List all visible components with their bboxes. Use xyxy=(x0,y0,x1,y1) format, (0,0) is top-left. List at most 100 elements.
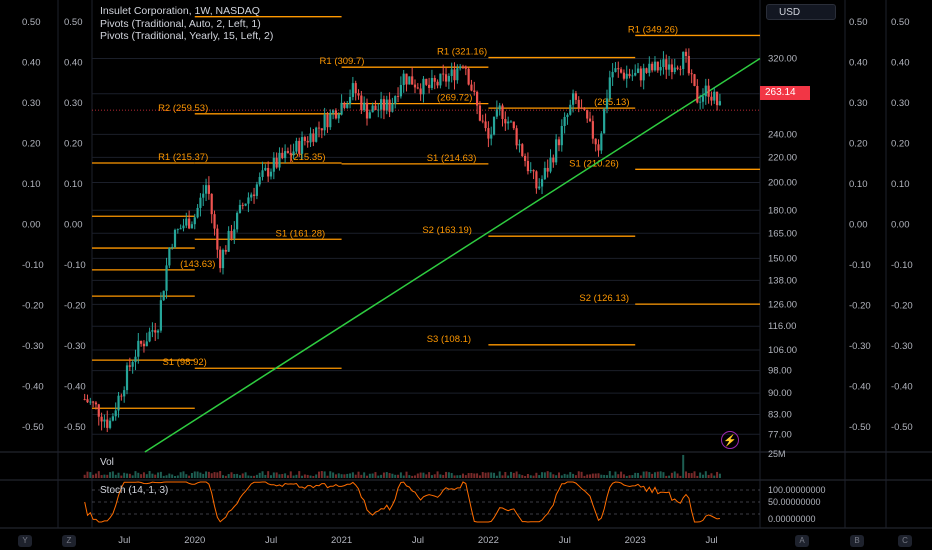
volume-bar xyxy=(261,471,264,478)
bottom-button-z[interactable]: Z xyxy=(62,535,76,547)
price-tick-label: 200.00 xyxy=(768,178,797,189)
right-scale-label: 0.50 xyxy=(849,17,868,28)
candle-body xyxy=(504,119,507,124)
volume-bar xyxy=(190,472,193,478)
volume-bar xyxy=(159,471,162,478)
candle-body xyxy=(476,91,479,106)
time-tick-label: Jul xyxy=(118,535,130,546)
candle-body xyxy=(492,116,496,135)
volume-bar xyxy=(151,473,154,478)
volume-bar xyxy=(233,474,236,478)
candle-body xyxy=(360,95,363,111)
left-scale-label: -0.20 xyxy=(22,301,44,312)
volume-bar xyxy=(718,473,721,478)
volume-bar xyxy=(512,472,515,478)
volume-bar xyxy=(521,475,524,478)
candle-body xyxy=(653,61,657,71)
candle-body xyxy=(236,212,239,230)
candle-body xyxy=(250,194,253,198)
indicator-pivots-yearly[interactable]: Pivots (Traditional, Yearly, 15, Left, 2… xyxy=(100,30,274,42)
candle-body xyxy=(111,416,114,421)
left-scale-label: -0.40 xyxy=(22,382,44,393)
right-scale-label: -0.20 xyxy=(891,301,913,312)
candle-body xyxy=(388,99,391,112)
candle-body xyxy=(634,72,637,76)
candle-body xyxy=(244,203,247,206)
volume-bar xyxy=(258,472,261,478)
candle-body xyxy=(659,67,662,71)
volume-bar xyxy=(298,471,301,478)
volume-bar xyxy=(611,475,614,478)
bottom-button-c[interactable]: C xyxy=(898,535,912,547)
volume-bar xyxy=(363,472,366,478)
candle-body xyxy=(665,59,668,70)
right-scale-label: 0.40 xyxy=(849,58,868,69)
candle-body xyxy=(611,71,614,78)
volume-bar xyxy=(275,472,278,478)
candle-body xyxy=(715,91,719,106)
left-scale-label: 0.10 xyxy=(64,179,83,190)
candle-body xyxy=(636,68,640,73)
candle-body xyxy=(577,99,580,108)
volume-bar xyxy=(473,473,476,478)
candle-body xyxy=(213,214,216,229)
volume-bar xyxy=(89,472,92,478)
candle-body xyxy=(676,67,679,69)
volume-bar xyxy=(100,475,103,478)
volume-bar xyxy=(676,473,679,478)
candle-body xyxy=(123,390,126,397)
bottom-button-y[interactable]: Y xyxy=(18,535,32,547)
candle-body xyxy=(512,121,515,129)
candle-body xyxy=(563,116,566,127)
volume-bar xyxy=(707,474,710,478)
right-scale-label: -0.30 xyxy=(849,341,871,352)
bottom-button-a[interactable]: A xyxy=(795,535,809,547)
volume-bar xyxy=(699,472,702,478)
candle-body xyxy=(233,229,236,239)
candle-body xyxy=(221,249,225,269)
indicator-pivots-auto[interactable]: Pivots (Traditional, Auto, 2, Left, 1) xyxy=(100,17,261,30)
candle-body xyxy=(199,197,202,208)
volume-bar xyxy=(332,472,335,478)
stoch-label[interactable]: Stoch (14, 1, 3) xyxy=(100,485,169,496)
volume-bar xyxy=(179,472,182,478)
volume-bar xyxy=(224,475,227,478)
candle-body xyxy=(580,107,583,109)
right-scale-label: 0.30 xyxy=(849,98,868,109)
trendline[interactable] xyxy=(144,57,761,453)
candle-body xyxy=(329,112,332,128)
volume-bar xyxy=(685,471,688,478)
volume-bar xyxy=(411,475,414,478)
symbol-title[interactable]: Insulet Corporation, 1W, NASDAQ xyxy=(100,5,260,17)
bottom-button-b[interactable]: B xyxy=(850,535,864,547)
candle-body xyxy=(481,120,484,122)
candle-body xyxy=(289,152,292,156)
time-tick-label: Jul xyxy=(412,535,424,546)
candle-body xyxy=(586,109,589,119)
volume-bar xyxy=(422,472,425,478)
candle-body xyxy=(241,204,244,206)
currency-selector[interactable]: USD xyxy=(766,4,836,20)
volume-bar xyxy=(306,474,309,478)
candle-body xyxy=(622,72,626,79)
pivot-label: S2 (126.13) xyxy=(579,293,629,304)
right-scale-label: -0.20 xyxy=(849,301,871,312)
volume-bar xyxy=(329,471,332,478)
volume-bar xyxy=(704,471,707,478)
volume-bar xyxy=(196,471,199,478)
candle-body xyxy=(425,78,428,85)
volume-bar xyxy=(154,474,157,478)
volume-bar xyxy=(631,475,634,478)
candle-body xyxy=(526,160,530,172)
candle-body xyxy=(467,68,470,85)
volume-bar xyxy=(357,471,360,478)
volume-bar xyxy=(445,471,448,478)
volume-label[interactable]: Vol xyxy=(100,457,114,468)
volume-bar xyxy=(507,475,510,478)
volume-bar xyxy=(586,474,589,478)
lightning-icon[interactable]: ⚡ xyxy=(721,431,739,449)
volume-bar xyxy=(436,471,439,478)
legend: Insulet Corporation, 1W, NASDAQ Pivots (… xyxy=(100,5,273,43)
volume-bar xyxy=(157,472,160,478)
